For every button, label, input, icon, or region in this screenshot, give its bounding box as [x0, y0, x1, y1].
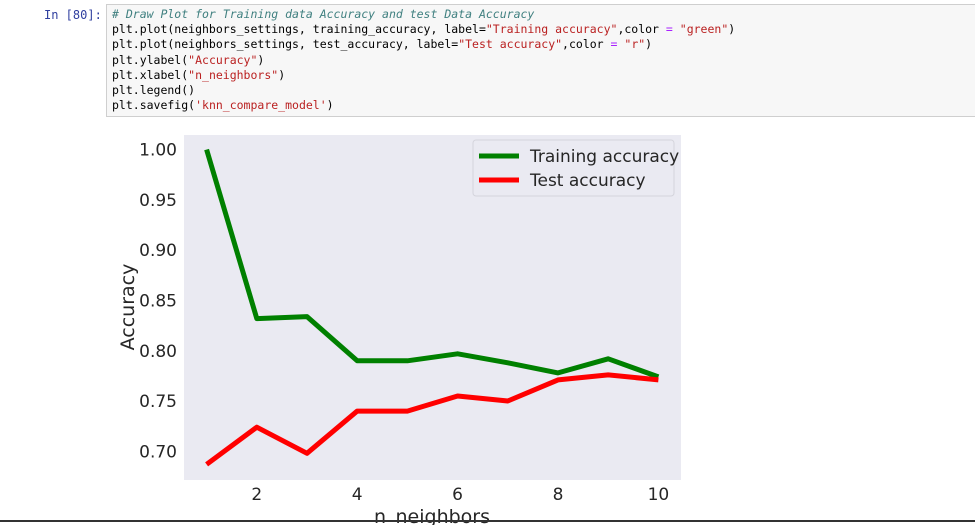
y-tick-label: 0.80	[139, 342, 177, 362]
code-text[interactable]: # Draw Plot for Training data Accuracy a…	[112, 7, 735, 113]
legend-label-0: Training accuracy	[529, 147, 679, 167]
code-token: )	[326, 98, 334, 113]
code-token: ,color	[562, 37, 611, 52]
series-line-0	[204, 148, 660, 380]
series-layer	[204, 148, 660, 467]
code-string: "green"	[679, 22, 729, 37]
code-string: "r"	[624, 37, 646, 52]
x-tick-labels: 2 4 6 8 10	[251, 485, 669, 505]
code-token: )	[728, 22, 736, 37]
code-token: )	[278, 67, 286, 82]
code-string: "n_neighbors"	[188, 67, 279, 82]
code-token: plt.plot(neighbors_settings, test_accura…	[112, 37, 459, 52]
code-comment: # Draw Plot for Training data Accuracy a…	[112, 7, 535, 21]
x-tick-label: 10	[648, 485, 670, 505]
x-tick-label: 8	[553, 485, 564, 505]
y-tick-label: 0.70	[139, 442, 177, 462]
y-tick-label: 0.85	[139, 291, 177, 311]
y-tick-label: 0.95	[139, 191, 177, 211]
code-string: "Accuracy"	[188, 52, 258, 67]
code-token: plt.plot(neighbors_settings, training_ac…	[112, 22, 486, 37]
code-token: ,color	[617, 22, 666, 37]
code-string: 'knn_compare_model'	[195, 98, 327, 113]
x-tick-label: 2	[251, 485, 262, 505]
y-tick-label: 1.00	[139, 141, 177, 161]
cell-divider	[0, 520, 975, 522]
code-string: "Training accuracy"	[485, 22, 618, 37]
x-tick-label: 4	[352, 485, 363, 505]
code-string: "Test accuracy"	[458, 37, 563, 52]
legend-items: Training accuracy Test accuracy	[479, 147, 679, 191]
legend-label-1: Test accuracy	[529, 171, 646, 191]
y-tick-label: 0.75	[139, 392, 177, 412]
code-token: plt.savefig(	[112, 98, 196, 113]
input-prompt: In [80]:	[44, 8, 102, 22]
code-token: plt.ylabel(	[112, 52, 189, 67]
code-token: )	[645, 37, 653, 52]
x-tick-label: 6	[452, 485, 463, 505]
code-token: )	[257, 52, 265, 67]
chart-legend: Training accuracy Test accuracy	[472, 139, 679, 197]
y-axis-label: Accuracy	[117, 264, 139, 351]
series-line-1	[205, 372, 659, 467]
y-tick-label: 0.90	[139, 241, 177, 261]
x-axis-label: n_neighbors	[374, 506, 490, 525]
legend-box	[472, 139, 675, 197]
code-token: plt.legend()	[112, 83, 196, 98]
y-tick-labels: 1.00 0.95 0.90 0.85 0.80 0.75 0.70	[139, 141, 177, 463]
code-operator: =	[665, 22, 673, 37]
code-operator: =	[610, 37, 618, 52]
code-token: plt.xlabel(	[112, 67, 189, 82]
code-input-area[interactable]: # Draw Plot for Training data Accuracy a…	[106, 4, 975, 117]
